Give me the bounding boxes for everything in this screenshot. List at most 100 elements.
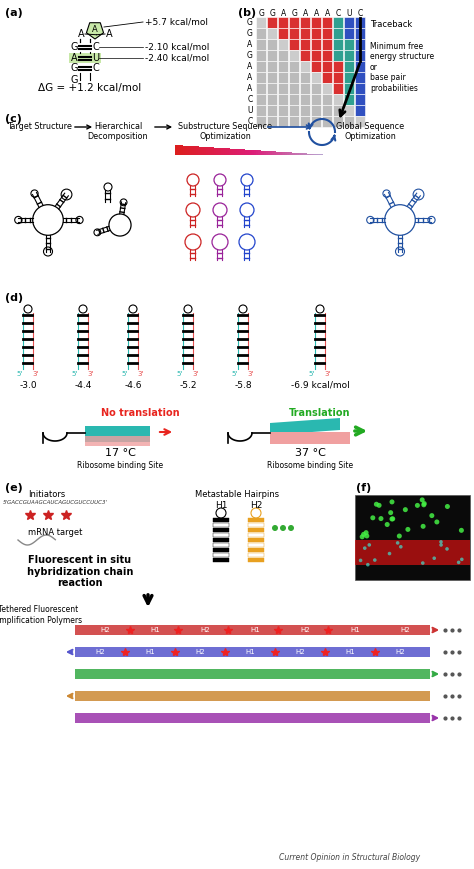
Bar xyxy=(300,72,310,83)
Bar xyxy=(300,28,310,38)
Circle shape xyxy=(415,503,420,507)
Bar xyxy=(311,50,321,61)
Text: (d): (d) xyxy=(5,293,23,303)
Bar xyxy=(333,116,344,127)
Text: U: U xyxy=(247,106,253,115)
Text: G: G xyxy=(70,75,78,85)
Bar xyxy=(291,152,294,155)
Bar xyxy=(276,151,278,155)
Bar xyxy=(289,61,300,71)
Text: 17 °C: 17 °C xyxy=(105,448,136,458)
Bar xyxy=(248,553,264,557)
Bar xyxy=(267,39,277,50)
Text: H2: H2 xyxy=(400,627,410,633)
Bar xyxy=(299,153,301,155)
Bar xyxy=(268,151,271,155)
Circle shape xyxy=(434,520,439,525)
Bar xyxy=(333,61,344,71)
Text: A: A xyxy=(247,62,253,71)
Bar xyxy=(272,151,274,155)
Bar xyxy=(355,50,365,61)
Bar xyxy=(355,39,365,50)
Bar xyxy=(289,72,300,83)
Bar xyxy=(245,149,247,155)
Bar xyxy=(311,17,321,28)
Polygon shape xyxy=(270,432,350,444)
Text: -5.8: -5.8 xyxy=(234,381,252,389)
Bar xyxy=(333,94,344,104)
Bar xyxy=(241,149,243,155)
Text: H2: H2 xyxy=(195,649,205,655)
Text: H1: H1 xyxy=(245,649,255,655)
Text: +5.7 kcal/mol: +5.7 kcal/mol xyxy=(145,17,208,26)
Bar xyxy=(300,61,310,71)
Circle shape xyxy=(432,556,436,560)
Circle shape xyxy=(397,534,402,539)
Text: A: A xyxy=(314,9,319,17)
Circle shape xyxy=(405,527,410,532)
Text: H2: H2 xyxy=(300,627,310,633)
Bar xyxy=(270,151,273,155)
Bar xyxy=(256,105,266,116)
Text: A: A xyxy=(71,53,77,63)
Bar xyxy=(322,105,332,116)
Circle shape xyxy=(390,500,394,504)
Text: A: A xyxy=(92,25,98,35)
Circle shape xyxy=(422,501,427,506)
Text: H2: H2 xyxy=(295,649,305,655)
Circle shape xyxy=(280,525,286,531)
Bar xyxy=(317,154,319,155)
Bar xyxy=(322,116,332,127)
Bar xyxy=(213,528,229,532)
Text: (f): (f) xyxy=(356,483,371,493)
Bar xyxy=(231,149,234,155)
Text: A: A xyxy=(303,9,308,17)
Circle shape xyxy=(420,524,426,529)
Text: A: A xyxy=(247,84,253,93)
Bar xyxy=(278,72,289,83)
Bar xyxy=(355,83,365,94)
Bar xyxy=(248,523,264,527)
Bar xyxy=(297,153,300,155)
Bar xyxy=(218,148,220,155)
Bar xyxy=(333,28,344,38)
Bar xyxy=(246,149,249,155)
Bar xyxy=(175,145,177,155)
Bar xyxy=(355,495,470,580)
Bar xyxy=(183,145,185,155)
Bar xyxy=(191,146,193,155)
Bar xyxy=(267,94,277,104)
Bar xyxy=(300,39,310,50)
Text: A: A xyxy=(281,9,286,17)
Bar xyxy=(75,713,430,723)
Bar xyxy=(289,116,300,127)
Circle shape xyxy=(396,541,400,545)
Bar xyxy=(344,28,355,38)
Bar xyxy=(206,147,209,155)
Text: -3.0: -3.0 xyxy=(19,381,37,389)
Text: H2: H2 xyxy=(95,649,105,655)
Text: Initiators: Initiators xyxy=(28,490,65,499)
Circle shape xyxy=(390,516,394,521)
Text: 3': 3' xyxy=(193,371,199,377)
Bar xyxy=(256,150,259,155)
Text: G: G xyxy=(270,9,275,17)
Bar xyxy=(179,145,182,155)
Bar xyxy=(85,436,150,446)
Circle shape xyxy=(429,513,434,518)
Text: (e): (e) xyxy=(5,483,23,493)
Text: Substructure Sequence
Optimization: Substructure Sequence Optimization xyxy=(178,122,272,142)
Bar xyxy=(225,149,228,155)
Circle shape xyxy=(373,558,377,562)
Text: C: C xyxy=(247,95,253,104)
Bar xyxy=(289,105,300,116)
Text: A: A xyxy=(78,29,84,39)
Circle shape xyxy=(390,516,395,521)
Bar xyxy=(289,83,300,94)
Text: Minimum free
energy structure
or
base pair
probabilities: Minimum free energy structure or base pa… xyxy=(370,42,434,93)
Bar xyxy=(253,150,255,155)
Text: G: G xyxy=(247,29,253,38)
Text: C: C xyxy=(92,42,100,52)
Bar xyxy=(229,149,232,155)
Text: H1: H1 xyxy=(145,649,155,655)
